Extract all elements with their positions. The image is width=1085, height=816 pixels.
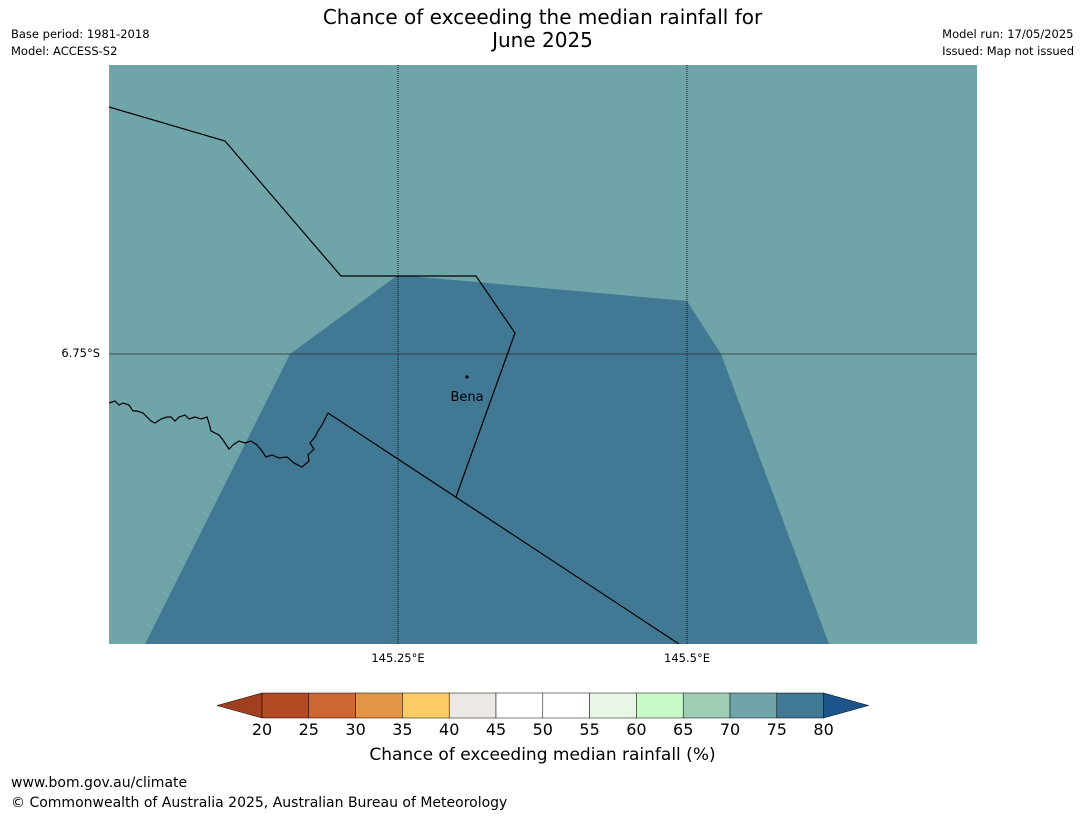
meta-left: Base period: 1981-2018 Model: ACCESS-S2 (11, 26, 150, 60)
colorbar-tick-25: 25 (298, 720, 319, 739)
colorbar-segment-60-65 (636, 692, 684, 719)
colorbar-segment-20-25 (261, 692, 310, 719)
model-run-text: Model run: 17/05/2025 (942, 27, 1074, 41)
map-title: Chance of exceeding the median rainfall … (0, 6, 1085, 52)
footer-url: www.bom.gov.au/climate (11, 775, 188, 791)
bena-place-label: Bena (450, 390, 483, 405)
map-svg[interactable]: Bena (109, 65, 977, 644)
colorbar-tick-40: 40 (439, 720, 460, 739)
lat-label-6-75: 6.75°S (61, 346, 100, 360)
district-boundary-north (109, 106, 516, 498)
colorbar-extend-low (216, 692, 263, 719)
colorbar-segment-55-60 (589, 692, 637, 719)
colorbar-segment-50-55 (542, 692, 590, 719)
map-title-line1: Chance of exceeding the median rainfall … (322, 5, 763, 29)
colorbar-segment-70-75 (729, 692, 778, 719)
colorbar-tick-70: 70 (719, 720, 741, 739)
colorbar-tick-50: 50 (532, 720, 553, 739)
colorbar-segment-65-70 (682, 692, 731, 719)
map-title-line2: June 2025 (492, 28, 593, 52)
footer-copyright: © Commonwealth of Australia 2025, Austra… (11, 795, 508, 811)
model-text: Model: ACCESS-S2 (11, 44, 118, 58)
colorbar-tick-30: 30 (345, 720, 366, 739)
colorbar-tick-75: 75 (766, 720, 787, 739)
map-frame[interactable]: Bena (109, 65, 977, 644)
colorbar-segment-25-30 (308, 692, 356, 719)
colorbar-segment-30-35 (355, 692, 403, 719)
bena-location-marker (465, 375, 469, 379)
issued-text: Issued: Map not issued (942, 44, 1074, 58)
colorbar-extend-high (823, 692, 870, 719)
colorbar-tick-60: 60 (626, 720, 647, 739)
colorbar-tick-55: 55 (579, 720, 600, 739)
meta-right: Model run: 17/05/2025 Issued: Map not is… (942, 26, 1074, 60)
colorbar-tick-80: 80 (813, 720, 834, 739)
colorbar-segment-35-40 (402, 692, 450, 719)
lon-label-145-5: 145.5°E (664, 651, 710, 665)
colorbar-tick-65: 65 (673, 720, 694, 739)
colorbar-segment-40-45 (448, 692, 497, 719)
district-boundary-south (327, 412, 680, 644)
colorbar-tick-20: 20 (251, 720, 273, 739)
coastline (109, 400, 329, 468)
colorbar-segments (216, 692, 870, 719)
colorbar-segment-45-50 (495, 692, 544, 719)
rainfall-region-75-80 (145, 275, 829, 644)
colorbar-label: Chance of exceeding median rainfall (%) (369, 745, 716, 765)
lon-label-145-25: 145.25°E (371, 651, 425, 665)
colorbar-tick-35: 35 (392, 720, 413, 739)
base-period-text: Base period: 1981-2018 (11, 27, 150, 41)
colorbar-segment-75-80 (776, 692, 824, 719)
colorbar-tick-45: 45 (485, 720, 507, 739)
